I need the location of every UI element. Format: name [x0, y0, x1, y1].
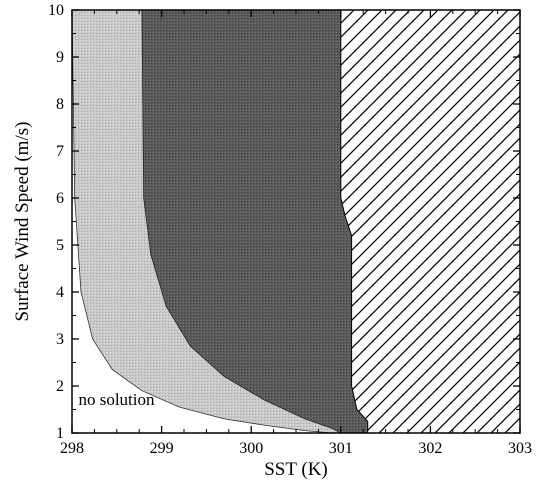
- x-tick-label: 303: [508, 440, 532, 457]
- y-tick-label: 4: [56, 284, 64, 301]
- y-tick-label: 9: [56, 49, 64, 66]
- x-tick-label: 298: [60, 440, 84, 457]
- y-tick-label: 7: [56, 143, 64, 160]
- x-tick-labels: 298 299 300 301 302 303: [60, 440, 532, 457]
- y-tick-label: 6: [56, 190, 64, 207]
- x-axis-label: SST (K): [264, 459, 328, 480]
- axis-ticks: [71, 9, 521, 434]
- y-axis-label: Surface Wind Speed (m/s): [12, 122, 33, 322]
- y-tick-label: 2: [56, 378, 64, 395]
- region-hatched: [340, 10, 520, 433]
- y-tick-label: 8: [56, 96, 64, 113]
- y-tick-label: 3: [56, 331, 64, 348]
- plot-regions: [72, 10, 520, 433]
- x-tick-label: 301: [329, 440, 353, 457]
- x-tick-label: 299: [150, 440, 174, 457]
- y-tick-label: 10: [48, 2, 64, 19]
- x-tick-label: 300: [239, 440, 263, 457]
- x-tick-label: 302: [418, 440, 442, 457]
- y-tick-labels: 1 2 3 4 5 6 7 8 9 10: [48, 2, 64, 442]
- y-tick-label: 5: [56, 237, 64, 254]
- annotation-no-solution: no solution: [78, 390, 155, 409]
- y-tick-label: 1: [56, 425, 64, 442]
